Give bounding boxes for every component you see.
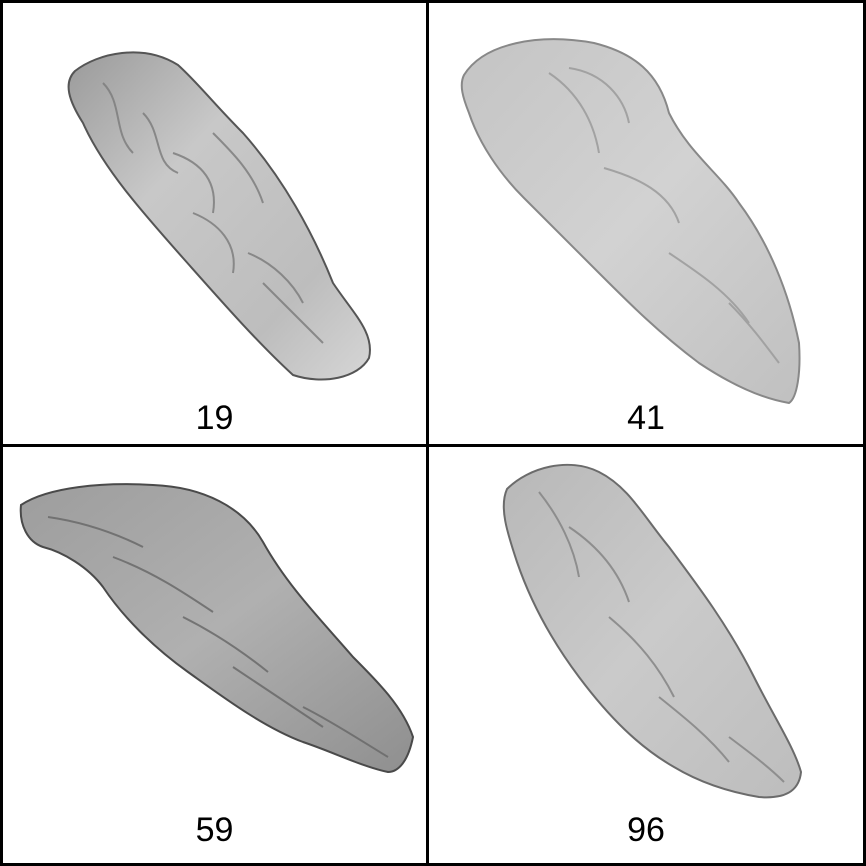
mesh-shape bbox=[19, 483, 415, 774]
mesh-render-41 bbox=[460, 38, 801, 405]
panel-label: 41 bbox=[627, 399, 665, 437]
panel-59: 59 bbox=[3, 447, 429, 863]
mesh-shape bbox=[502, 463, 803, 799]
panel-96: 96 bbox=[429, 447, 863, 863]
mesh-shape bbox=[460, 38, 801, 405]
panel-label: 59 bbox=[195, 811, 234, 849]
mesh-render-96 bbox=[502, 463, 803, 799]
mesh-render-19 bbox=[67, 51, 371, 381]
panel-label: 19 bbox=[195, 399, 234, 437]
mesh-shape bbox=[67, 51, 371, 381]
panel-19: 19 bbox=[3, 3, 429, 447]
mesh-render-59 bbox=[19, 483, 415, 774]
panel-41: 41 bbox=[429, 3, 863, 447]
panel-label: 96 bbox=[627, 811, 665, 849]
